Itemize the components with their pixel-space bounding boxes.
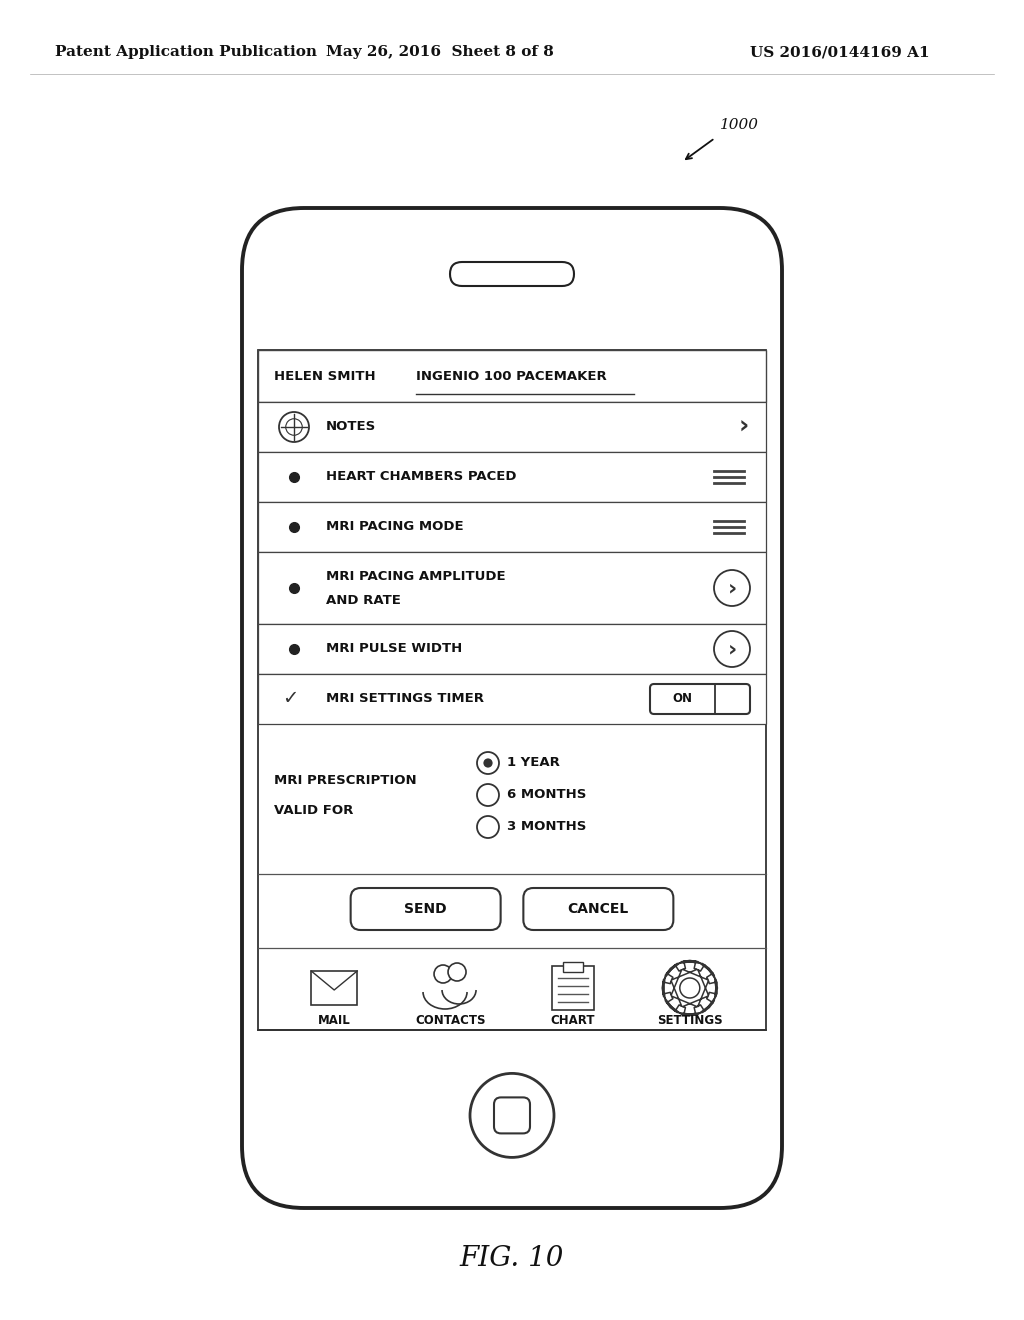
Text: NOTES: NOTES <box>326 421 376 433</box>
FancyBboxPatch shape <box>523 888 674 931</box>
Text: MAIL: MAIL <box>317 1014 350 1027</box>
Text: FIG. 10: FIG. 10 <box>460 1245 564 1271</box>
Circle shape <box>680 978 699 998</box>
Circle shape <box>286 418 302 436</box>
Text: INGENIO 100 PACEMAKER: INGENIO 100 PACEMAKER <box>416 370 607 383</box>
Circle shape <box>279 412 309 442</box>
Text: HELEN SMITH: HELEN SMITH <box>274 370 376 383</box>
Text: SEND: SEND <box>404 902 446 916</box>
Text: MRI PRESCRIPTION: MRI PRESCRIPTION <box>274 775 417 788</box>
Text: CANCEL: CANCEL <box>567 902 629 916</box>
Text: ›: › <box>739 414 750 440</box>
Text: Patent Application Publication: Patent Application Publication <box>55 45 317 59</box>
Text: ✓: ✓ <box>282 689 298 709</box>
Bar <box>258 403 766 451</box>
FancyBboxPatch shape <box>650 684 750 714</box>
Bar <box>563 962 583 972</box>
Text: ›: › <box>728 639 737 659</box>
FancyBboxPatch shape <box>450 261 574 286</box>
Text: ON: ON <box>672 693 692 705</box>
Bar <box>258 624 766 675</box>
Bar <box>258 552 766 624</box>
Circle shape <box>434 965 452 983</box>
Circle shape <box>449 964 466 981</box>
Circle shape <box>483 759 493 768</box>
Text: 3 MONTHS: 3 MONTHS <box>507 821 587 833</box>
FancyBboxPatch shape <box>494 1097 530 1134</box>
Polygon shape <box>663 961 718 1015</box>
Circle shape <box>477 752 499 774</box>
Text: CONTACTS: CONTACTS <box>416 1014 486 1027</box>
Circle shape <box>477 784 499 807</box>
Bar <box>311 972 357 1005</box>
Text: May 26, 2016  Sheet 8 of 8: May 26, 2016 Sheet 8 of 8 <box>326 45 554 59</box>
Text: 6 MONTHS: 6 MONTHS <box>507 788 587 801</box>
FancyBboxPatch shape <box>242 209 782 1208</box>
Bar <box>258 675 766 723</box>
Text: AND RATE: AND RATE <box>326 594 400 606</box>
Text: 1 YEAR: 1 YEAR <box>507 756 560 770</box>
Bar <box>258 350 766 1030</box>
Circle shape <box>470 1073 554 1158</box>
Circle shape <box>477 816 499 838</box>
Text: US 2016/0144169 A1: US 2016/0144169 A1 <box>751 45 930 59</box>
Text: VALID FOR: VALID FOR <box>274 804 353 817</box>
Circle shape <box>714 631 750 667</box>
Circle shape <box>714 570 750 606</box>
Bar <box>258 350 766 403</box>
Text: HEART CHAMBERS PACED: HEART CHAMBERS PACED <box>326 470 516 483</box>
Text: CHART: CHART <box>551 1014 595 1027</box>
Text: MRI SETTINGS TIMER: MRI SETTINGS TIMER <box>326 693 484 705</box>
Bar <box>552 966 594 1010</box>
Text: ›: › <box>728 578 737 598</box>
Bar <box>258 451 766 502</box>
Bar <box>258 502 766 552</box>
Text: MRI PACING AMPLITUDE: MRI PACING AMPLITUDE <box>326 569 506 582</box>
Text: MRI PULSE WIDTH: MRI PULSE WIDTH <box>326 643 462 656</box>
Text: MRI PACING MODE: MRI PACING MODE <box>326 520 464 533</box>
FancyBboxPatch shape <box>350 888 501 931</box>
Text: SETTINGS: SETTINGS <box>657 1014 723 1027</box>
Text: 1000: 1000 <box>720 117 759 132</box>
